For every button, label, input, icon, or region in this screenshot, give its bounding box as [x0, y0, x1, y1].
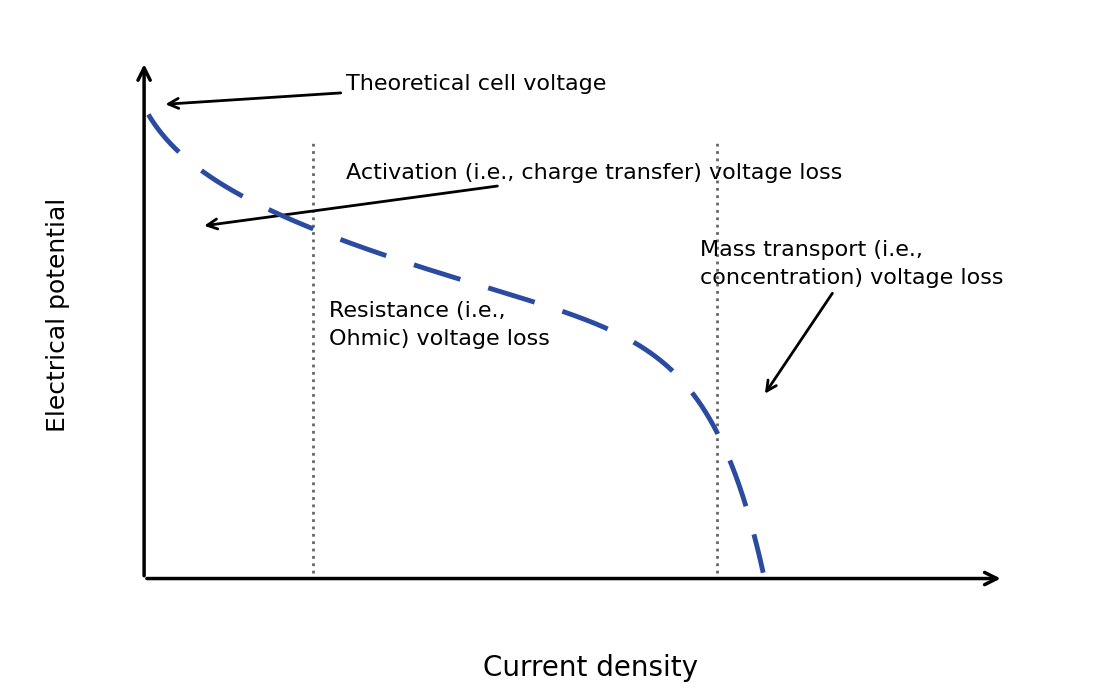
Text: Theoretical cell voltage: Theoretical cell voltage [169, 74, 607, 109]
Text: Electrical potential: Electrical potential [45, 198, 70, 432]
Text: Current density: Current density [484, 654, 698, 682]
Text: Activation (i.e., charge transfer) voltage loss: Activation (i.e., charge transfer) volta… [208, 163, 842, 229]
Text: Mass transport (i.e.,
concentration) voltage loss: Mass transport (i.e., concentration) vol… [700, 240, 1004, 391]
Text: Resistance (i.e.,
Ohmic) voltage loss: Resistance (i.e., Ohmic) voltage loss [329, 301, 550, 349]
